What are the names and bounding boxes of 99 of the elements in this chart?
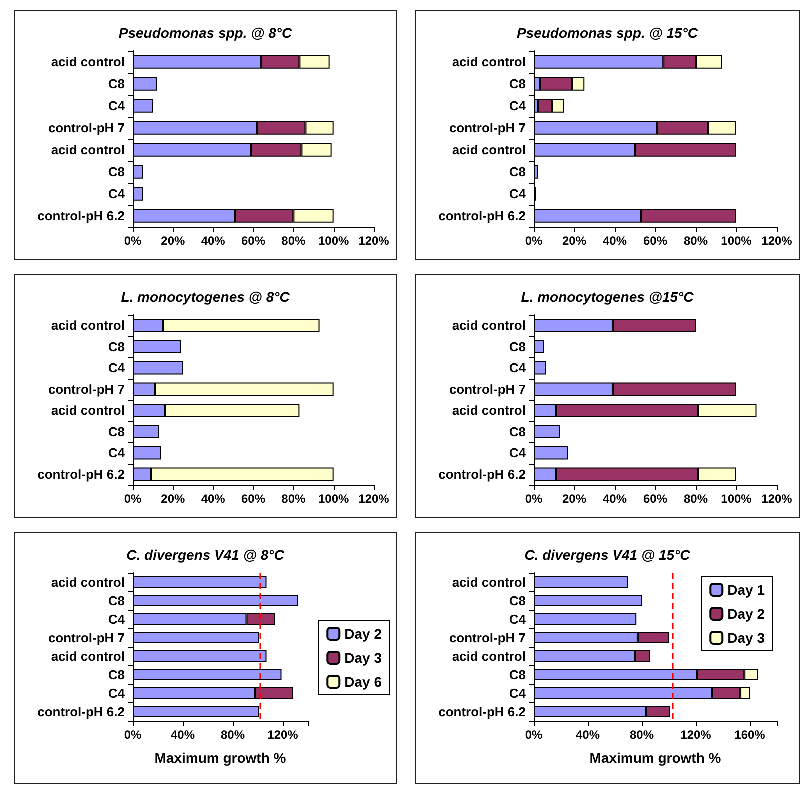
x-tick-label: 60%	[241, 234, 266, 248]
y-tick-label: C8	[108, 424, 125, 440]
y-tick-label: acid control	[51, 403, 125, 418]
x-tick-label: 120%	[762, 492, 793, 506]
x-tick-label: 80%	[220, 728, 246, 742]
y-tick-label: C8	[509, 76, 526, 92]
y-tick-label: C8	[108, 339, 125, 354]
x-axis-title: Maximum growth %	[590, 750, 722, 766]
x-tick-label: 20%	[562, 492, 587, 506]
y-tick-label: C8	[509, 339, 526, 354]
x-tick-label: 0%	[525, 728, 543, 742]
y-tick-label: C4	[108, 446, 126, 461]
x-tick-label: 100%	[318, 492, 350, 506]
legend-label: Day 2	[344, 626, 382, 642]
y-tick-label: control-pH 6.2	[438, 208, 526, 224]
legend-label: Day 1	[728, 582, 766, 598]
legend-label: Day 6	[344, 674, 382, 690]
y-tick-label: C8	[108, 164, 125, 180]
y-tick-label: acid control	[51, 318, 125, 334]
x-tick-label: 100%	[721, 234, 752, 248]
chart-title: L. monocytogenes @15°C	[521, 289, 695, 305]
y-tick-label: control-pH 6.2	[438, 466, 526, 482]
y-tick-label: C8	[509, 593, 526, 608]
x-tick-label: 160%	[734, 728, 766, 742]
y-tick-label: control-pH 7	[449, 382, 526, 397]
y-tick-label: C8	[108, 593, 125, 608]
x-tick-label: 80%	[684, 492, 708, 506]
y-tick-label: C4	[509, 360, 527, 376]
legend-label: Day 3	[728, 630, 766, 646]
x-tick-label: 40%	[201, 492, 226, 506]
x-tick-label: 60%	[643, 492, 668, 506]
x-tick-label: 120%	[358, 492, 390, 506]
y-tick-label: control-pH 7	[48, 630, 125, 646]
x-tick-label: 0%	[124, 728, 142, 742]
y-tick-label: control-pH 7	[449, 120, 526, 136]
y-tick-label: C4	[108, 686, 126, 701]
x-tick-label: 120%	[268, 728, 299, 742]
y-tick-label: C4	[108, 186, 126, 202]
y-tick-label: acid control	[51, 648, 125, 664]
y-tick-label: C4	[108, 360, 126, 376]
x-tick-label: 120%	[358, 234, 390, 248]
y-tick-label: acid control	[452, 318, 526, 334]
x-tick-label: 80%	[630, 728, 654, 742]
y-tick-label: C4	[509, 612, 527, 627]
x-tick-label: 100%	[318, 234, 350, 248]
x-axis-title: Maximum growth %	[154, 750, 287, 766]
y-tick-label: C8	[108, 667, 125, 682]
y-tick-label: C4	[509, 186, 527, 202]
y-tick-label: C8	[509, 667, 526, 682]
x-tick-label: 120%	[680, 728, 712, 742]
x-tick-label: 100%	[721, 492, 752, 506]
y-tick-label: acid control	[452, 142, 526, 158]
y-tick-label: control-pH 7	[48, 120, 125, 136]
x-tick-label: 80%	[684, 234, 708, 248]
x-tick-label: 20%	[562, 234, 587, 248]
y-tick-label: acid control	[452, 574, 526, 590]
x-tick-label: 20%	[161, 234, 186, 248]
y-tick-label: C4	[509, 446, 527, 461]
x-tick-label: 40%	[170, 728, 196, 742]
chart-title: L. monocytogenes @ 8°C	[121, 289, 291, 305]
x-tick-label: 80%	[282, 492, 306, 506]
x-tick-label: 60%	[643, 234, 668, 248]
x-tick-label: 40%	[576, 728, 600, 742]
y-tick-label: acid control	[51, 54, 125, 70]
y-tick-label: control-pH 6.2	[38, 466, 125, 482]
y-tick-label: C8	[108, 76, 125, 92]
x-tick-label: 40%	[602, 234, 628, 248]
y-tick-label: control-pH 6.2	[38, 704, 125, 720]
y-tick-label: C4	[108, 98, 126, 114]
y-tick-label: control-pH 7	[449, 630, 526, 646]
chart-title: Pseudomonas spp. @ 8°C	[118, 25, 294, 41]
y-tick-label: C8	[509, 164, 526, 180]
y-tick-label: acid control	[452, 403, 526, 418]
y-tick-label: acid control	[51, 574, 125, 590]
y-tick-label: acid control	[51, 142, 125, 158]
y-tick-label: acid control	[452, 54, 526, 70]
x-tick-label: 0%	[124, 492, 142, 506]
y-tick-label: C8	[509, 424, 526, 440]
x-tick-label: 20%	[161, 492, 186, 506]
x-tick-label: 60%	[241, 492, 266, 506]
chart-title: C. divergens V41 @ 8°C	[126, 547, 286, 563]
chart-title: C. divergens V41 @ 15°C	[524, 547, 692, 563]
y-tick-label: control-pH 6.2	[438, 704, 526, 720]
x-tick-label: 80%	[282, 234, 306, 248]
y-tick-label: control-pH 7	[48, 382, 125, 397]
x-tick-label: 0%	[124, 234, 142, 248]
x-tick-label: 0%	[525, 492, 543, 506]
x-tick-label: 40%	[602, 492, 628, 506]
y-tick-label: control-pH 6.2	[38, 208, 125, 224]
x-tick-label: 0%	[525, 234, 543, 248]
legend-label: Day 3	[344, 650, 382, 666]
y-tick-label: C4	[509, 686, 527, 701]
x-tick-label: 120%	[762, 234, 793, 248]
y-tick-label: C4	[108, 612, 126, 627]
y-tick-label: C4	[509, 98, 527, 114]
legend-label: Day 2	[728, 606, 766, 622]
x-tick-label: 40%	[201, 234, 226, 248]
y-tick-label: acid control	[452, 648, 526, 664]
chart-title: Pseudomonas spp. @ 15°C	[516, 25, 699, 41]
